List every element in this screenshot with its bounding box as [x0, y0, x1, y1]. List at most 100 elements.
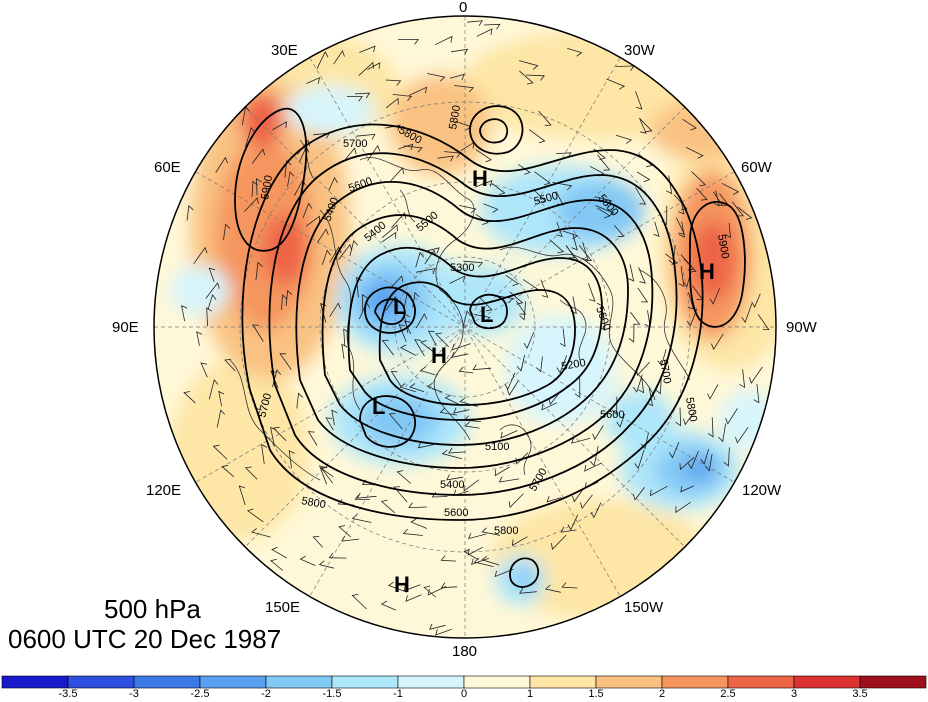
wind-barb	[679, 456, 695, 471]
wind-barb	[244, 197, 259, 212]
wind-barb	[186, 204, 194, 221]
wind-barb	[463, 479, 480, 492]
contour-label: 5900	[715, 233, 731, 259]
wind-barb	[244, 466, 258, 480]
wind-barb	[333, 50, 345, 65]
contour-label: 5100	[485, 441, 509, 453]
wind-barb	[711, 333, 724, 351]
wind-barb	[735, 426, 749, 444]
wind-barb	[449, 73, 465, 81]
wind-barb	[251, 528, 271, 538]
wind-barb	[427, 330, 437, 347]
wind-barb	[317, 228, 329, 243]
wind-barb	[205, 282, 220, 299]
wind-barb	[700, 448, 710, 465]
contour-label: 5800	[447, 104, 463, 130]
wind-barb	[474, 314, 491, 322]
wind-barb	[653, 221, 660, 237]
wind-barb	[506, 380, 519, 396]
wind-barb	[723, 447, 730, 467]
wind-barb	[475, 213, 489, 225]
wind-barb	[475, 149, 492, 163]
wind-barb	[519, 70, 534, 85]
wind-barb	[403, 145, 423, 153]
wind-barb	[316, 51, 329, 69]
wind-barb	[707, 417, 714, 438]
wind-barb	[491, 183, 506, 196]
contour-label: 5700	[657, 358, 673, 384]
plot-title-level: 500 hPa	[104, 594, 201, 624]
wind-barb	[354, 92, 371, 99]
wind-barb	[523, 331, 535, 350]
wind-barb	[343, 328, 349, 346]
wind-barb	[675, 407, 682, 427]
wind-barb	[402, 528, 423, 536]
wind-barb	[419, 366, 436, 376]
wind-barb	[393, 486, 408, 503]
wind-barb	[270, 558, 284, 571]
wind-barb	[737, 206, 753, 220]
wind-barb	[595, 205, 615, 217]
colorbar	[1, 675, 927, 689]
colorbar-tick-label: 1	[526, 688, 534, 700]
wind-barb	[398, 143, 414, 151]
lon-label-0: 0	[459, 0, 468, 16]
wind-barb	[307, 431, 318, 446]
wind-barb	[287, 171, 295, 187]
wind-barb	[349, 239, 358, 257]
wind-barb	[628, 323, 635, 343]
high-center-marker: H	[472, 166, 488, 191]
wind-barb	[405, 594, 422, 602]
wind-barb	[669, 442, 680, 459]
wind-barb	[528, 129, 546, 144]
wind-barb	[638, 378, 645, 394]
contour-label: 5900	[259, 174, 275, 200]
wind-barb	[483, 23, 501, 30]
wind-barb	[725, 222, 731, 239]
wind-barb	[329, 302, 341, 317]
wind-barb	[559, 328, 566, 348]
wind-barb	[567, 514, 579, 531]
wind-barb	[218, 390, 225, 407]
wind-barb	[739, 369, 746, 389]
colorbar-tick-label: -2.5	[190, 688, 210, 700]
wind-barb	[462, 310, 472, 328]
wind-barb	[687, 450, 699, 470]
wind-barb	[578, 244, 593, 262]
height-contours	[234, 105, 746, 588]
wind-barb	[540, 279, 549, 298]
wind-barb	[476, 28, 493, 37]
high-center-marker: H	[699, 259, 715, 284]
wind-barb	[288, 449, 295, 469]
wind-barb	[472, 364, 492, 371]
contour-label: 5800	[683, 396, 699, 422]
wind-barb	[444, 394, 462, 406]
wind-barb	[574, 377, 581, 398]
contour-label: 5300	[450, 262, 474, 274]
contour-label: 5800	[300, 495, 326, 511]
colorbar-tick-label: -3.5	[58, 688, 78, 700]
wind-barb	[356, 492, 377, 499]
wind-barb	[556, 355, 568, 374]
contour-label: 5700	[343, 138, 367, 150]
wind-barb	[414, 339, 425, 357]
wind-barb	[678, 221, 685, 238]
wind-barb	[338, 243, 353, 260]
colorbar-swatch	[463, 675, 531, 689]
wind-barb	[646, 386, 654, 407]
wind-barb	[634, 449, 645, 470]
wind-barb	[551, 534, 567, 550]
wind-barb	[546, 496, 562, 503]
colorbar-tick-label: 1.5	[588, 688, 604, 700]
wind-barb	[712, 191, 724, 206]
wind-barb	[481, 527, 501, 536]
wind-barb	[753, 383, 760, 404]
wind-barb	[212, 444, 228, 460]
wind-barb	[387, 581, 408, 593]
lon-label-120w: 120W	[742, 482, 782, 499]
wind-barb	[570, 437, 591, 444]
wind-barb	[320, 467, 333, 484]
wind-barb	[207, 294, 217, 310]
wind-barb	[399, 383, 416, 393]
wind-barb	[584, 462, 603, 472]
